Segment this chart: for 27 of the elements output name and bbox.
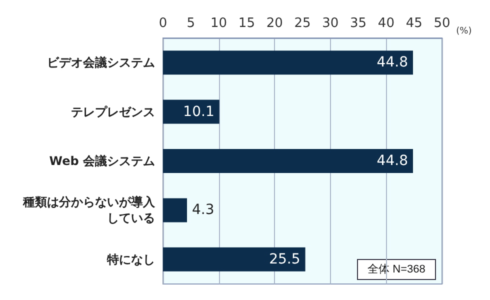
y-tick-label: 種類は分からないが導入している [22,195,156,226]
x-tick-label: 0 [158,16,168,31]
x-tick-label: 40 [378,16,394,31]
data-label: 44.8 [376,54,408,71]
bar [163,50,413,75]
x-axis-title: (%) [456,26,472,36]
data-label: 44.8 [376,153,408,169]
y-tick-label: ビデオ会議システム [47,56,155,70]
data-label: 4.3 [192,202,214,218]
data-label: 10.1 [183,104,214,120]
bar [163,247,306,272]
bar [163,100,220,124]
y-tick-label: テレプレゼンス [71,104,155,119]
x-tick-label: 5 [186,16,196,31]
bar [163,198,187,222]
y-tick-label: Web 会議システム [49,154,155,168]
data-label: 25.5 [269,251,300,268]
x-tick-label: 45 [406,16,422,31]
x-tick-label: 35 [350,16,367,31]
bar [163,149,413,173]
x-tick-label: 20 [266,16,283,31]
x-tick-label: 30 [322,16,339,31]
x-tick-label: 10 [210,16,228,31]
x-tick-label: 50 [434,16,450,31]
x-tick-label: 15 [238,16,255,31]
x-tick-label: 25 [294,16,311,31]
y-tick-label: 特になし [106,252,155,266]
